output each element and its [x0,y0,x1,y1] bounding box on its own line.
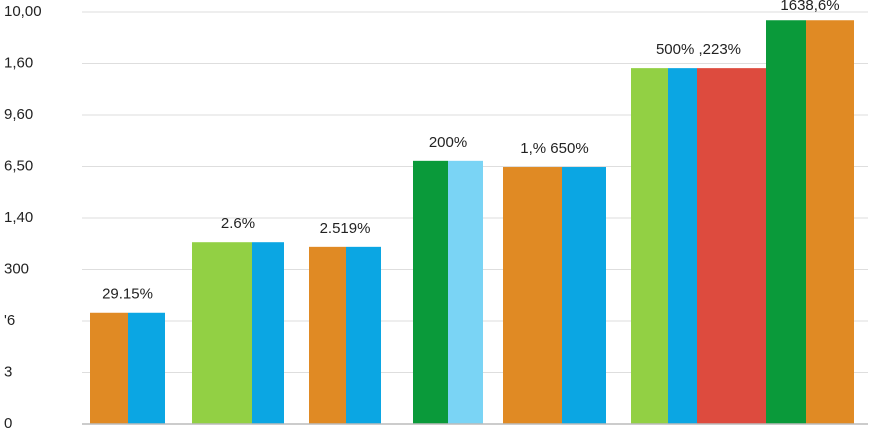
bar-annotation: 2.6% [221,215,255,232]
bar [413,160,448,424]
bar [346,246,381,424]
y-tick-label: 6,50 [4,157,33,174]
y-tick-label: 9,60 [4,106,33,123]
y-tick-label: 0 [4,415,12,432]
bar [448,160,483,424]
bar [192,242,252,424]
bar-annotation: 200% [429,134,467,151]
bar-annotation: 500% ,223% [656,41,741,58]
bar [766,20,806,425]
bar [562,167,606,424]
y-tick-label: 3 [4,363,12,380]
bar [309,246,346,424]
y-tick-label: 300 [4,260,29,277]
y-tick-label: '6 [4,312,15,329]
y-tick-label: 1,40 [4,209,33,226]
bar-annotation: 1638,6% [780,0,839,14]
bar-annotation: 1,% 650% [520,140,588,157]
bar [668,68,697,424]
bar-annotation: 29.15% [102,286,153,303]
y-tick-label: 1,60 [4,54,33,71]
bar [631,68,668,424]
bar [697,68,766,424]
y-tick-label: 10,00 [4,3,42,20]
bar-annotation: 2.519% [320,220,371,237]
bar [128,312,165,424]
bar [252,242,284,424]
bar [806,20,854,425]
bar [503,167,562,424]
bar [90,312,128,424]
